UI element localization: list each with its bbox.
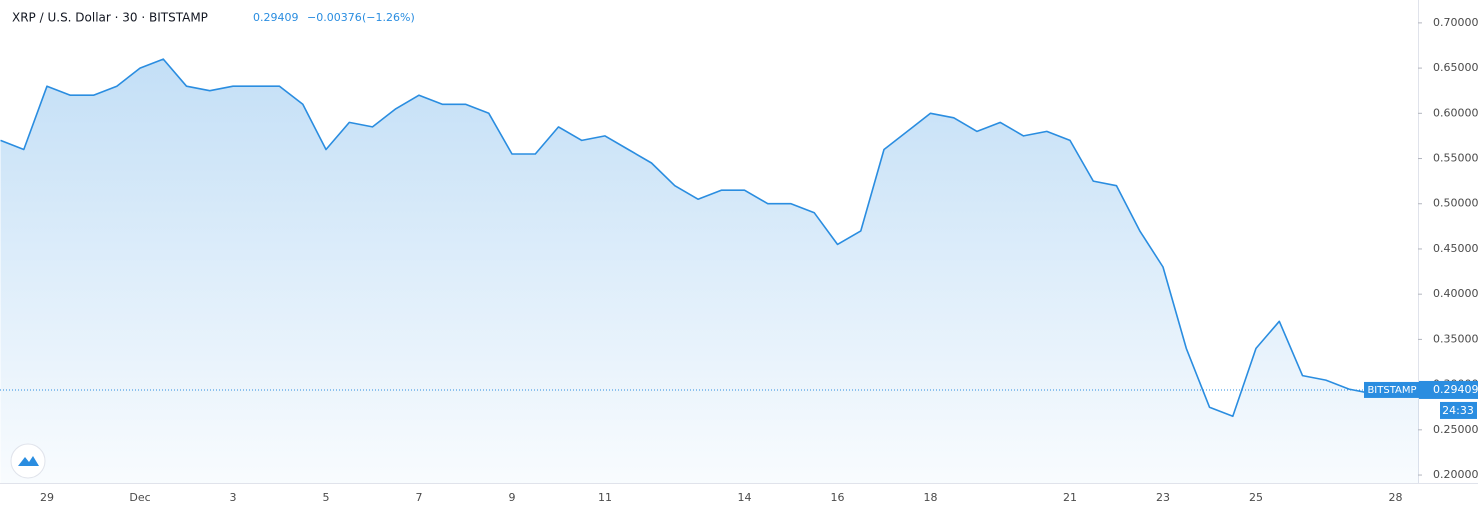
y-tick-label: 0.60000 [1433,106,1478,119]
last-price-label: 0.29409 [1433,383,1478,396]
x-tick-label: 3 [230,491,237,504]
x-tick-label: 21 [1063,491,1077,504]
price-line [0,58,1419,418]
area-fill [0,59,1419,483]
y-tick-label: 0.65000 [1433,61,1478,74]
x-tick-label: Dec [129,491,150,504]
y-tick-label: 0.35000 [1433,332,1478,345]
logo-icon [18,456,39,466]
change: −0.00376 [307,11,362,24]
countdown-box [1440,401,1477,419]
x-tick-label: 16 [831,491,845,504]
badge: BITSTAMP [1367,385,1416,396]
x-tick-label: 7 [416,491,423,504]
y-tick-label: 0.25000 [1433,423,1478,436]
y-tick-label: 0.70000 [1433,16,1478,29]
x-tick-label: 14 [738,491,752,504]
x-tick-label: 5 [323,491,330,504]
last-price-box [1419,380,1478,399]
y-tick-label: 0.20000 [1433,468,1478,481]
y-tick-label: 0.50000 [1433,197,1478,210]
y-tick-label: 0.55000 [1433,152,1478,165]
x-tick-label: 29 [40,491,54,504]
x-tick-label: 18 [924,491,938,504]
x-tick-label: 25 [1249,491,1263,504]
x-tick-label: 23 [1156,491,1170,504]
x-tick-label: 9 [509,491,516,504]
y-tick-label: 0.40000 [1433,287,1478,300]
logo[interactable] [10,443,46,479]
badge-box [1364,381,1420,398]
change-percent: (−1.26%) [362,11,415,24]
last-price: 0.29409 [253,11,299,24]
y-tick-label: 0.45000 [1433,242,1478,255]
x-tick-label: 11 [598,491,612,504]
plot [0,58,1419,483]
countdown: 24:33 [1442,404,1474,417]
x-tick-label: 28 [1389,491,1403,504]
symbol-title: XRP / U.S. Dollar · 30 · BITSTAMP [12,11,208,25]
